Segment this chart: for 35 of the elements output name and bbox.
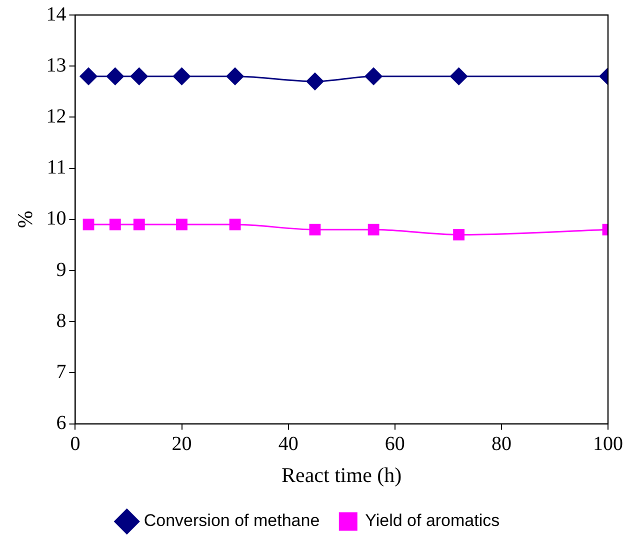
x-tick-label: 0 <box>70 433 80 456</box>
point <box>106 68 124 86</box>
legend-label: Yield of aromatics <box>365 511 500 530</box>
point <box>133 218 145 230</box>
y-tick-label: 10 <box>46 208 66 230</box>
y-axis-title: % <box>13 210 38 228</box>
point <box>82 218 94 230</box>
point <box>364 68 382 86</box>
x-tick-label: 40 <box>278 433 298 456</box>
y-tick-label: 9 <box>56 258 66 281</box>
point <box>306 72 324 90</box>
y-tick-label: 7 <box>56 360 66 383</box>
point <box>226 68 244 86</box>
point <box>173 68 191 86</box>
point <box>368 224 380 236</box>
legend-label: Conversion of methane <box>144 511 320 530</box>
point <box>309 224 321 236</box>
x-tick-label: 100 <box>593 433 623 456</box>
x-axis-title: React time (h) <box>282 462 402 487</box>
point <box>109 218 121 230</box>
x-tick-label: 80 <box>491 433 512 456</box>
x-tick-label: 20 <box>172 433 192 456</box>
point <box>229 218 241 230</box>
y-tick-label: 8 <box>56 310 66 332</box>
y-tick-label: 14 <box>46 3 66 26</box>
point <box>176 218 188 230</box>
point <box>453 229 465 240</box>
point <box>80 68 98 86</box>
y-tick-label: 6 <box>56 412 66 434</box>
point <box>450 68 468 86</box>
x-tick-label: 60 <box>384 433 405 456</box>
y-tick-label: 13 <box>46 54 66 76</box>
point <box>130 68 148 86</box>
y-tick-label: 11 <box>46 156 66 179</box>
y-tick-label: 12 <box>46 105 66 128</box>
